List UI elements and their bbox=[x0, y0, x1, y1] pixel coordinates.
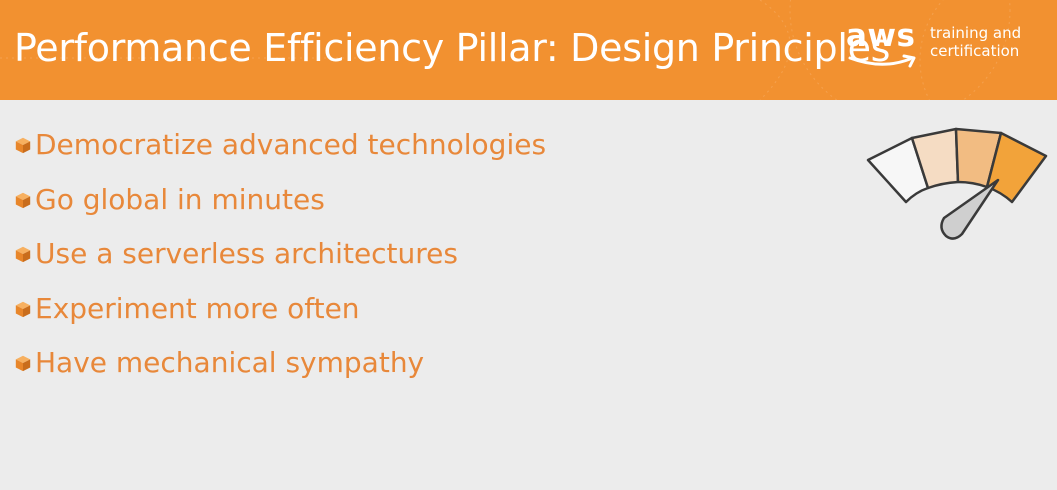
list-item-text: Use a serverless architectures bbox=[35, 237, 458, 271]
cube-icon bbox=[15, 301, 31, 317]
aws-tagline-line1: training and bbox=[930, 24, 1022, 42]
aws-tagline-line2: certification bbox=[930, 42, 1020, 60]
list-item: Have mechanical sympathy bbox=[14, 336, 546, 391]
aws-wordmark-text: aws bbox=[846, 18, 916, 54]
cube-icon bbox=[15, 356, 31, 372]
page-title: Performance Efficiency Pillar: Design Pr… bbox=[14, 26, 891, 70]
list-item: Experiment more often bbox=[14, 282, 546, 337]
list-item-text: Experiment more often bbox=[35, 291, 360, 325]
list-item-text: Democratize advanced technologies bbox=[35, 128, 547, 162]
list-item: Democratize advanced technologies bbox=[14, 118, 546, 173]
aws-wordmark: aws bbox=[846, 18, 922, 76]
speedometer-icon bbox=[866, 127, 1048, 240]
cube-icon bbox=[15, 247, 31, 263]
list-item: Go global in minutes bbox=[14, 173, 546, 228]
design-principles-list: Democratize advanced technologies Go glo… bbox=[14, 118, 546, 391]
header-decoration bbox=[0, 0, 1011, 100]
gauge-needle bbox=[940, 178, 1000, 240]
header-bar: Performance Efficiency Pillar: Design Pr… bbox=[0, 0, 1057, 100]
cube-icon bbox=[15, 192, 31, 208]
aws-logo: aws training and certification bbox=[846, 18, 1046, 80]
aws-tagline: training and certification bbox=[930, 24, 1021, 60]
list-item: Use a serverless architectures bbox=[14, 227, 546, 282]
list-item-text: Go global in minutes bbox=[35, 182, 325, 216]
cube-icon bbox=[15, 138, 31, 154]
list-item-text: Have mechanical sympathy bbox=[35, 346, 425, 380]
aws-smile-icon bbox=[848, 54, 916, 68]
